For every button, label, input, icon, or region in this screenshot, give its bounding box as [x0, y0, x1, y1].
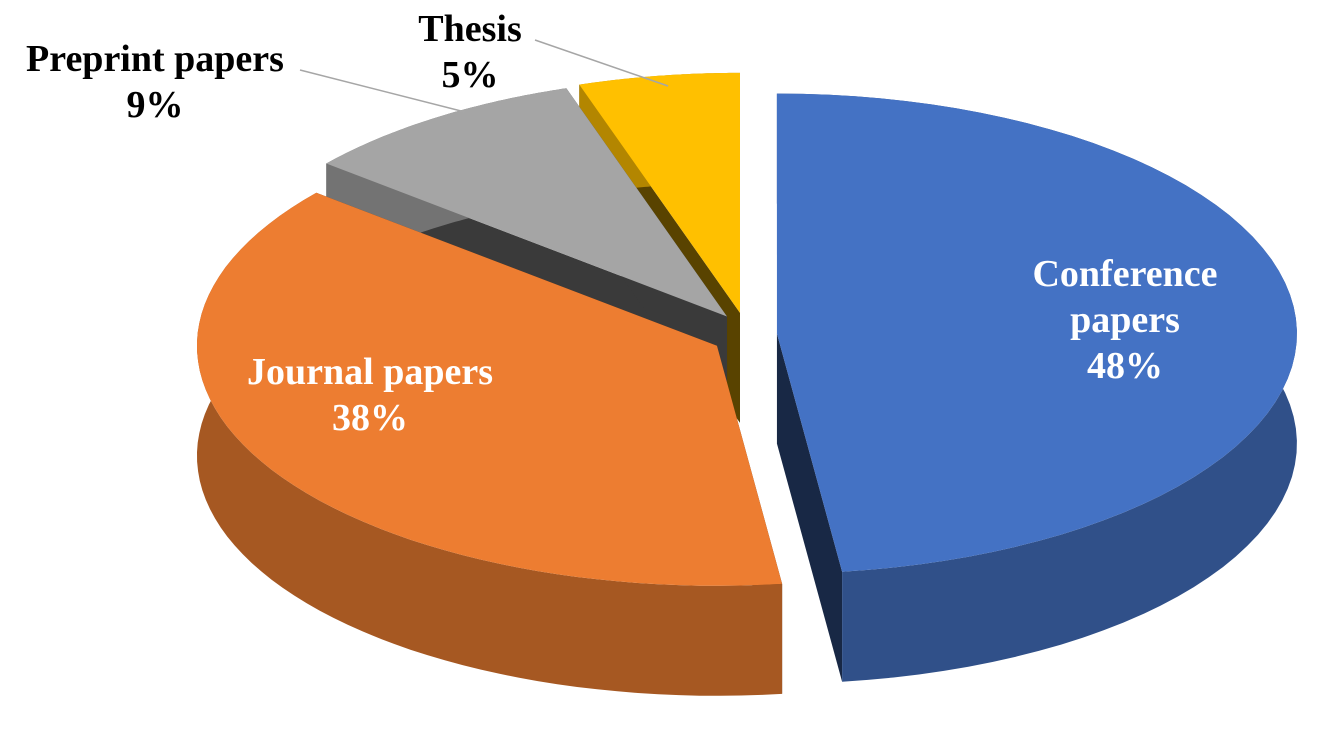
data-label: Preprint papers 9%: [0, 36, 315, 128]
category-label: Conference papers: [1032, 253, 1218, 341]
slice-side: [197, 192, 783, 696]
slice: [197, 192, 783, 696]
data-label: Journal papers 38%: [210, 349, 530, 441]
leader-line: [299, 69, 466, 113]
slice-side: [776, 333, 843, 682]
slice: [776, 93, 1297, 572]
category-label: Journal papers: [247, 351, 493, 393]
category-label: Thesis: [418, 8, 522, 50]
value-label: 5%: [441, 54, 499, 96]
value-label: 38%: [332, 397, 408, 439]
data-label: Thesis 5%: [370, 6, 570, 98]
slice: [579, 72, 740, 313]
leader-line: [534, 39, 669, 87]
slice: [776, 93, 1297, 682]
slice: [326, 88, 728, 317]
category-label: Preprint papers: [26, 38, 284, 80]
value-label: 48%: [1087, 345, 1163, 387]
slice: [197, 192, 783, 586]
data-label: Conference papers 48%: [1005, 251, 1245, 389]
value-label: 9%: [126, 84, 184, 126]
